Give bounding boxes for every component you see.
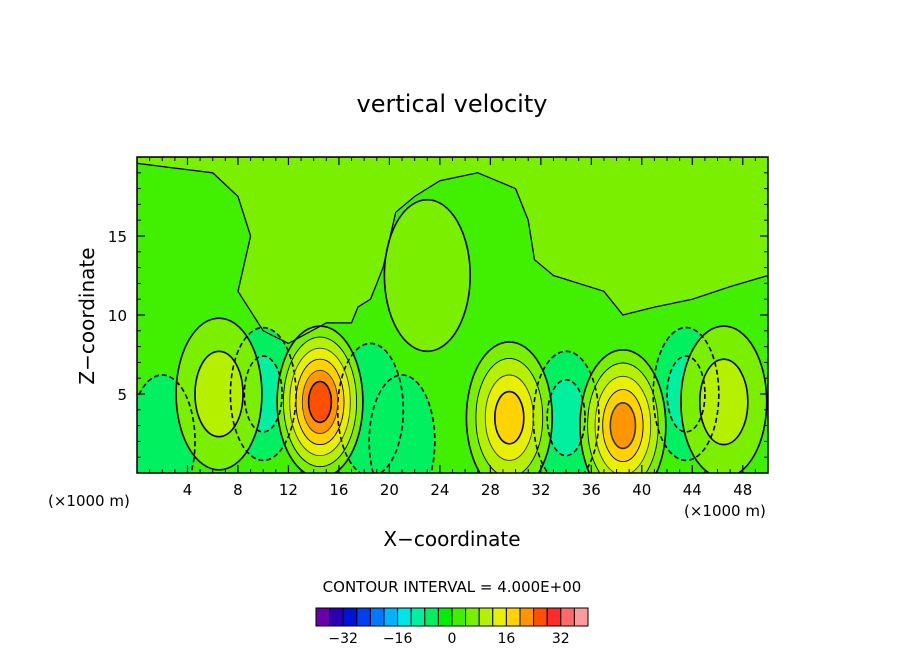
x-unit-left: (×1000 m) xyxy=(48,492,130,510)
updraft-contour-line xyxy=(594,375,652,473)
upper-positive-region xyxy=(137,157,768,344)
contour-lines xyxy=(137,157,768,473)
updraft-contour-line xyxy=(307,380,333,424)
colorbar-swatch xyxy=(546,607,562,627)
updraft-contour-line xyxy=(276,325,364,473)
chart-title: vertical velocity xyxy=(357,90,548,118)
plot-area xyxy=(137,157,768,473)
colorbar-swatch xyxy=(573,607,589,627)
colorbar-swatch xyxy=(465,607,480,627)
x-tick-label: 4 xyxy=(183,481,193,499)
colorbar-swatch xyxy=(329,607,344,627)
updraft-contour-line xyxy=(579,349,667,473)
downdraft-contour-line xyxy=(546,379,586,457)
updraft-contour-line xyxy=(475,357,544,473)
updraft-contour-line xyxy=(383,198,471,353)
updraft-contour-line xyxy=(484,374,534,461)
y-axis-label: Z−coordinate xyxy=(75,247,99,384)
updraft-contour-line xyxy=(493,390,525,445)
x-tick-label: 20 xyxy=(380,481,399,499)
x-tick-label: 40 xyxy=(632,481,651,499)
colorbar-swatch xyxy=(478,607,494,627)
x-tick-label: 8 xyxy=(233,481,243,499)
x-axis-label: X−coordinate xyxy=(383,527,520,551)
updraft-contour-line xyxy=(587,362,659,473)
colorbar-swatch xyxy=(533,607,548,627)
colorbar-tick-label: 0 xyxy=(448,631,457,647)
contour-fills xyxy=(137,157,768,473)
downdraft-contour-line xyxy=(243,355,283,433)
updraft-contour-line xyxy=(680,325,768,473)
colorbar-swatch xyxy=(369,607,385,627)
updraft-contour-fill xyxy=(195,351,243,437)
y-tick-label: 5 xyxy=(117,386,127,404)
colorbar-swatch xyxy=(437,607,453,627)
colorbar-swatch xyxy=(492,607,507,627)
updraft-contour-line xyxy=(282,336,358,468)
colorbar-tick-label: 16 xyxy=(497,631,515,647)
x-tick-label: 12 xyxy=(279,481,298,499)
colorbar-swatch xyxy=(410,607,426,627)
colorbar-tick-label: −32 xyxy=(328,631,358,647)
y-axis-ticks: 5 10 15 xyxy=(108,172,768,458)
updraft-contour-line xyxy=(465,341,553,473)
colorbar-swatch xyxy=(356,607,371,627)
updraft-contour-line xyxy=(301,369,339,434)
colorbar-swatch xyxy=(383,607,399,627)
downdraft-contour-line xyxy=(336,342,405,473)
updraft-contour-line xyxy=(194,350,244,438)
colorbar-swatch xyxy=(424,607,439,627)
x-axis-ticks: 4 8 12 16 20 24 28 32 36 40 44 48 xyxy=(149,157,756,499)
updraft-contour-line xyxy=(175,317,263,471)
x-tick-label: 32 xyxy=(531,481,550,499)
colorbar-swatch xyxy=(451,607,467,627)
updraft-contour-line xyxy=(602,389,644,463)
y-tick-label: 15 xyxy=(108,228,127,246)
updraft-contour-fill xyxy=(610,402,636,449)
x-tick-label: 24 xyxy=(430,481,449,499)
colorbar-swatch xyxy=(397,607,412,627)
downdraft-contour-line xyxy=(666,355,706,433)
y-tick-label: 10 xyxy=(108,307,127,325)
x-tick-label: 44 xyxy=(683,481,702,499)
updraft-contour-line xyxy=(289,347,351,457)
updraft-contour-fill xyxy=(308,381,332,423)
updraft-contour-line xyxy=(609,402,637,450)
colorbar-swatch xyxy=(315,607,331,627)
x-tick-label: 48 xyxy=(733,481,752,499)
contour-interval-text: CONTOUR INTERVAL = 4.000E+00 xyxy=(323,578,582,596)
colorbar-swatch xyxy=(342,607,358,627)
colorbar-tick-label: 32 xyxy=(552,631,570,647)
downdraft-contour-fill xyxy=(547,379,585,456)
colorbar-swatch xyxy=(519,607,535,627)
x-tick-label: 36 xyxy=(582,481,601,499)
colorbar xyxy=(315,607,589,627)
downdraft-contour-fill xyxy=(369,375,435,473)
colorbar-swatch xyxy=(560,607,575,627)
x-tick-label: 16 xyxy=(329,481,348,499)
x-unit-right: (×1000 m) xyxy=(684,502,766,520)
colorbar-swatch xyxy=(505,607,521,627)
updraft-contour-line xyxy=(295,358,345,446)
x-tick-label: 28 xyxy=(481,481,500,499)
upper-region-contour xyxy=(137,157,768,345)
colorbar-tick-label: −16 xyxy=(383,631,413,647)
downdraft-contour-line xyxy=(368,374,436,473)
updraft-contour-fill xyxy=(699,359,748,445)
updraft-contour-fill xyxy=(384,199,471,352)
downdraft-contour-line xyxy=(137,374,196,473)
updraft-contour-fill xyxy=(494,391,524,444)
colorbar-tick-labels: −32 −16 0 16 32 xyxy=(328,631,569,647)
updraft-contour-line xyxy=(698,358,749,446)
